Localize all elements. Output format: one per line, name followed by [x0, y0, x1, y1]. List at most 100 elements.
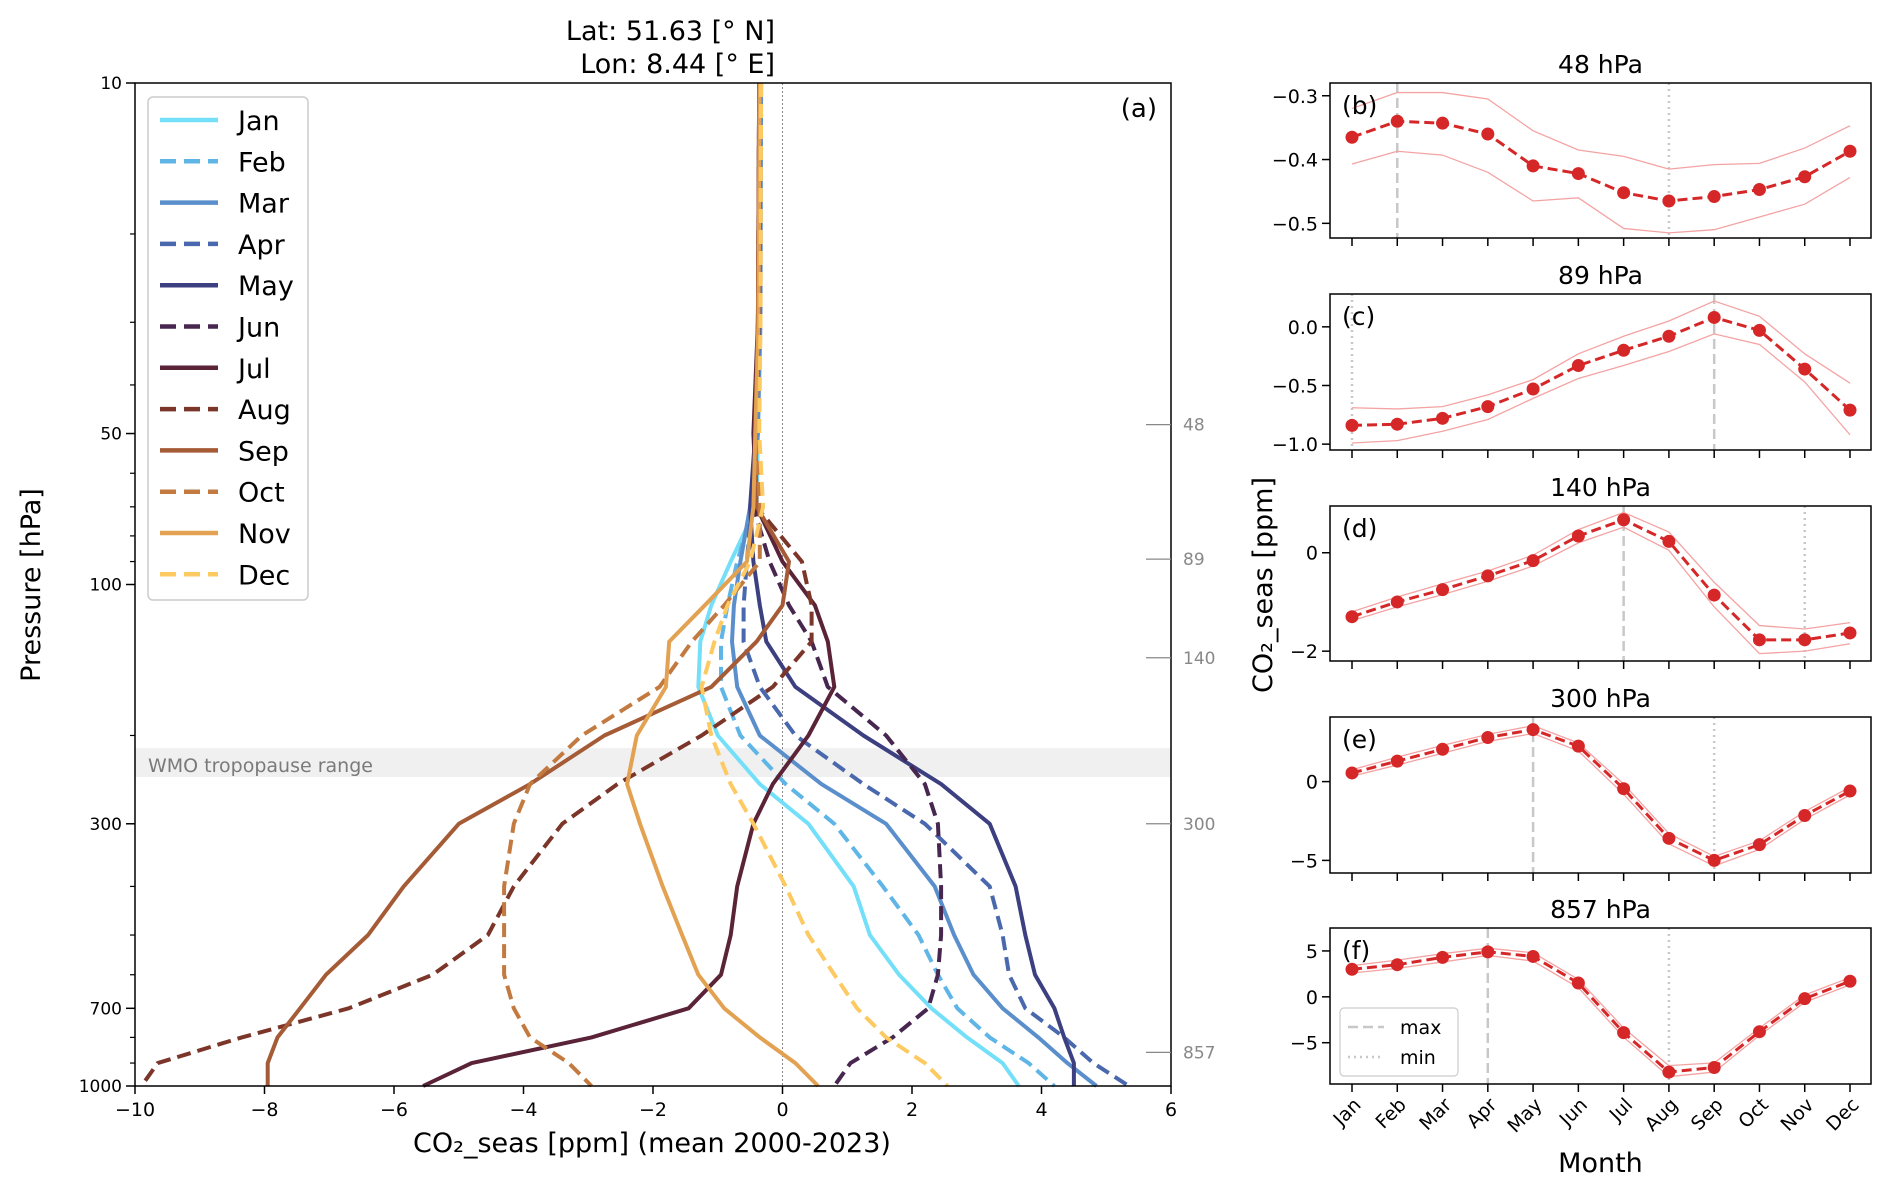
main-legend: Jan Feb Mar Apr May Jun Jul Aug Sep Oct Nov Dec [147, 96, 309, 601]
mean-point-mar [1436, 742, 1450, 756]
y-tick-label: −5 [1290, 1033, 1318, 1055]
monthly-panel-c: 89 hPa (c) 0.0 −0.5 −1.0 [1272, 261, 1872, 458]
max-min-legend: max min [1339, 1007, 1459, 1077]
mean-point-aug [1662, 329, 1676, 343]
x-tick-label: −8 [250, 1099, 278, 1121]
panel-frame [1329, 716, 1872, 874]
profile-line-nov [625, 82, 820, 1088]
mean-point-aug [1662, 831, 1676, 845]
upper-bound-line [1351, 91, 1851, 170]
monthly-panel-b: 48 hPa (b) −0.3 −0.4 −0.5 [1272, 50, 1872, 246]
y-tick-label: 100 [90, 576, 122, 596]
mean-point-mar [1436, 411, 1450, 425]
mean-point-nov [1798, 170, 1812, 184]
x-tick-label: 2 [906, 1099, 918, 1121]
mean-point-dec [1843, 784, 1857, 798]
month-tick-label: Nov [1776, 1094, 1818, 1136]
x-tick-label: 6 [1165, 1099, 1177, 1121]
mean-point-may [1526, 723, 1540, 737]
mean-point-may [1526, 554, 1540, 568]
mean-point-jul [1617, 513, 1631, 527]
mean-point-oct [1752, 183, 1766, 197]
lower-bound-line [1351, 150, 1851, 234]
legend-label-sep: Sep [238, 436, 289, 467]
y-tick-label: −5 [1290, 850, 1318, 872]
mean-point-jun [1571, 976, 1585, 990]
panel-label: (c) [1342, 302, 1375, 331]
monthly-y-axis-label: CO₂_seas [ppm] [1248, 477, 1279, 693]
month-tick-label: May [1503, 1094, 1546, 1137]
y-tick-label: 300 [90, 815, 122, 835]
upper-bound-line [1351, 947, 1851, 1067]
mean-point-jan [1345, 130, 1359, 144]
upper-bound-line [1351, 724, 1851, 858]
x-tick-label: −4 [509, 1099, 537, 1121]
legend-label-jun: Jun [236, 313, 280, 344]
profile-line-may [748, 82, 1076, 1086]
mean-point-nov [1798, 808, 1812, 822]
mean-point-nov [1798, 992, 1812, 1006]
mean-point-may [1526, 382, 1540, 396]
mean-point-sep [1707, 853, 1721, 867]
mean-point-apr [1481, 730, 1495, 744]
location-lat: Lat: 51.63 [° N] [566, 16, 775, 47]
month-tick-label: Oct [1734, 1094, 1773, 1133]
y-tick-label: 10 [100, 74, 122, 94]
legend-label-may: May [238, 271, 294, 302]
mean-line [1351, 518, 1851, 642]
mean-point-jan [1345, 766, 1359, 780]
panel-frame [1329, 82, 1872, 239]
profile-line-sep [265, 82, 791, 1086]
panel-label: (d) [1342, 514, 1377, 543]
mean-point-apr [1481, 569, 1495, 583]
profile-line-jul [422, 82, 837, 1088]
month-tick-label: Jul [1605, 1094, 1637, 1126]
mean-point-feb [1390, 114, 1404, 128]
mean-point-may [1526, 949, 1540, 963]
mean-point-jan [1345, 610, 1359, 624]
legend-label-mar: Mar [238, 189, 290, 220]
mean-point-jul [1617, 1026, 1631, 1040]
mean-point-jul [1617, 782, 1631, 796]
y-tick-label: 1000 [79, 1077, 122, 1097]
panel-title: 140 hPa [1550, 473, 1651, 502]
mean-point-jul [1617, 343, 1631, 357]
y-tick-label: 0.0 [1288, 317, 1318, 339]
month-tick-label: Jan [1329, 1094, 1366, 1131]
legend-label-nov: Nov [238, 519, 291, 550]
mean-point-jun [1571, 167, 1585, 181]
profile-line-feb [719, 82, 1056, 1088]
panel-title: 89 hPa [1558, 261, 1643, 290]
mean-point-jun [1571, 739, 1585, 753]
mean-point-feb [1390, 754, 1404, 768]
mean-point-jun [1571, 529, 1585, 543]
mean-point-jun [1571, 359, 1585, 373]
legend-label-jan: Jan [236, 106, 280, 137]
lower-bound-line [1351, 732, 1851, 867]
x-tick-label: 0 [776, 1099, 788, 1121]
y-tick-label: −1.0 [1272, 434, 1318, 456]
y-tick-label: −0.3 [1272, 86, 1318, 108]
legend-label-apr: Apr [238, 230, 286, 261]
tropopause-label: WMO tropopause range [148, 755, 373, 777]
x-tick-label: −10 [115, 1099, 155, 1121]
mean-point-dec [1843, 403, 1857, 417]
upper-bound-line [1351, 511, 1851, 630]
mean-point-feb [1390, 958, 1404, 972]
mean-point-nov [1798, 362, 1812, 376]
panel-label: (f) [1342, 936, 1370, 965]
mean-point-mar [1436, 583, 1450, 597]
panel-title: 857 hPa [1550, 895, 1651, 924]
month-tick-label: Jun [1555, 1094, 1592, 1131]
marked-level-label: 300 [1183, 815, 1215, 835]
mean-point-apr [1481, 400, 1495, 414]
mean-point-jul [1617, 186, 1631, 200]
mean-line [1351, 119, 1851, 203]
mean-point-aug [1662, 534, 1676, 548]
mean-point-dec [1843, 974, 1857, 988]
month-tick-label: Dec [1822, 1094, 1864, 1136]
month-tick-label: Apr [1463, 1094, 1502, 1133]
mean-point-sep [1707, 1060, 1721, 1074]
y-tick-label: −2 [1290, 641, 1318, 663]
lower-bound-line [1351, 333, 1851, 444]
